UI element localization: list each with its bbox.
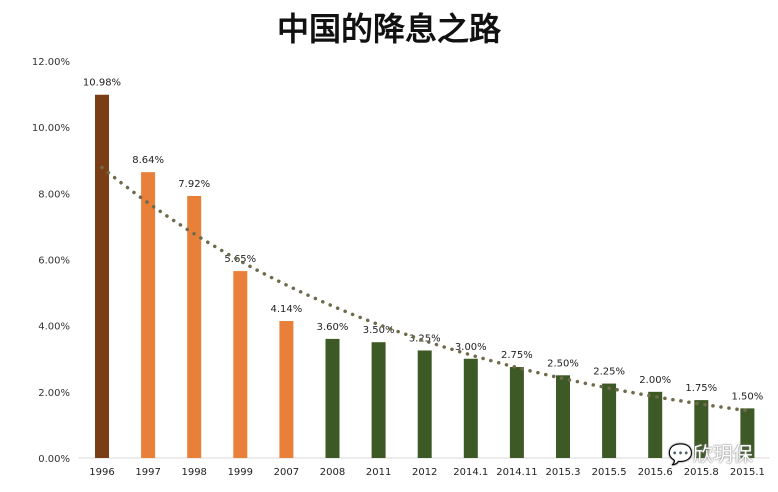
bar-2015.3 xyxy=(556,375,570,458)
data-label: 1.50% xyxy=(732,391,764,402)
bar-1999 xyxy=(233,271,248,458)
x-tick-label: 1999 xyxy=(228,467,253,478)
bar-2014.1 xyxy=(463,358,478,458)
x-tick-label: 2011 xyxy=(366,467,391,478)
y-tick-label: 2.00% xyxy=(38,388,70,399)
bar-1996 xyxy=(95,94,109,459)
data-label: 4.14% xyxy=(271,304,303,315)
x-tick-label: 2014.1 xyxy=(453,467,488,478)
data-label: 2.25% xyxy=(593,367,625,378)
x-tick-label: 2012 xyxy=(412,467,437,478)
x-tick-label: 1996 xyxy=(89,467,114,478)
y-tick-label: 8.00% xyxy=(38,189,70,200)
chart-title: 中国的降息之路 xyxy=(276,10,501,48)
bar-1997 xyxy=(141,172,156,458)
data-label: 2.75% xyxy=(501,350,533,361)
bar-2015.8 xyxy=(694,400,709,458)
data-label: 3.60% xyxy=(317,322,349,333)
x-tick-label: 2008 xyxy=(320,467,345,478)
bar-2015.6 xyxy=(648,391,663,458)
data-label: 8.64% xyxy=(132,155,164,166)
x-tick-label: 2015.3 xyxy=(546,467,581,478)
bar-2008 xyxy=(325,338,340,458)
data-label: 3.00% xyxy=(455,342,487,353)
bar-1998 xyxy=(187,195,202,459)
data-label: 1.75% xyxy=(685,383,717,394)
data-label: 7.92% xyxy=(178,179,210,190)
bar-2015.5 xyxy=(602,383,617,458)
x-tick-label: 2015.6 xyxy=(638,467,673,478)
wechat-icon: 💬 xyxy=(668,442,693,466)
y-tick-label: 12.00% xyxy=(32,57,70,68)
bar-2014.11 xyxy=(509,367,524,458)
watermark: 💬欣玥保 xyxy=(668,438,753,467)
bar-2007 xyxy=(279,321,294,458)
x-tick-label: 1998 xyxy=(181,467,206,478)
data-label: 5.65% xyxy=(224,254,256,265)
x-tick-label: 2007 xyxy=(274,467,299,478)
x-tick-label: 2014.11 xyxy=(496,467,537,478)
y-tick-label: 4.00% xyxy=(38,322,70,333)
watermark-text: 欣玥保 xyxy=(692,442,753,466)
x-tick-label: 2015.8 xyxy=(684,467,719,478)
data-label: 10.98% xyxy=(83,78,121,89)
trendline xyxy=(100,165,750,413)
y-tick-label: 10.00% xyxy=(32,123,70,134)
x-tick-label: 1997 xyxy=(135,467,160,478)
bar-2015.1 xyxy=(740,408,755,458)
x-tick-label: 2015.5 xyxy=(592,467,627,478)
y-tick-label: 6.00% xyxy=(38,256,70,267)
data-label: 2.50% xyxy=(547,358,579,369)
data-label: 3.50% xyxy=(363,325,395,336)
x-tick-label: 2015.1 xyxy=(730,467,765,478)
bar-2011 xyxy=(371,342,386,458)
y-tick-label: 0.00% xyxy=(38,454,70,465)
data-label: 2.00% xyxy=(639,375,671,386)
bar-2012 xyxy=(417,350,432,458)
data-label: 3.25% xyxy=(409,333,441,344)
